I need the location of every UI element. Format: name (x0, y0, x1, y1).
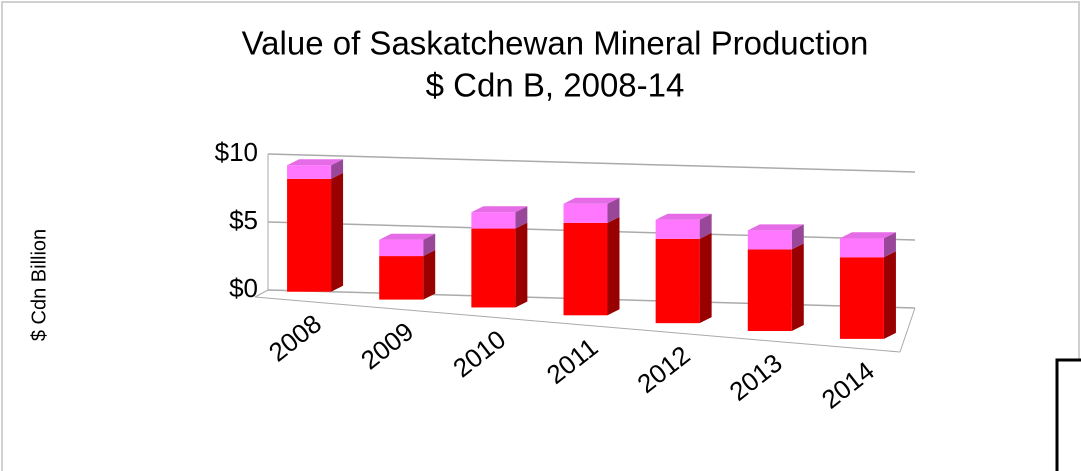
bar-top (379, 233, 436, 240)
bar-side (331, 172, 344, 292)
bar (839, 238, 884, 258)
grid-line (267, 153, 916, 173)
y-axis-label: $ Cdn Billion (28, 229, 50, 341)
bar-top (563, 197, 620, 204)
floor-edge (254, 289, 269, 298)
bar-side (791, 224, 804, 250)
bar-top (655, 213, 712, 220)
bar-top (747, 224, 804, 231)
bar (655, 219, 700, 239)
y-tick-label: $0 (229, 273, 258, 303)
bar-side (331, 159, 344, 179)
bar (747, 230, 792, 250)
bar (287, 165, 332, 179)
bar (747, 249, 792, 332)
bar (471, 212, 516, 229)
floor-edge (254, 296, 901, 353)
bar-side (423, 233, 436, 257)
floor-edge (899, 307, 916, 353)
bar-side (515, 222, 528, 308)
bar-side (883, 232, 896, 258)
bar-side (515, 206, 528, 229)
bar-side (699, 213, 712, 239)
bar-side (699, 232, 712, 324)
chart-subtitle: $ Cdn B, 2008-14 (426, 67, 685, 104)
bar-side (607, 197, 620, 223)
bar (563, 203, 608, 223)
bar-side (607, 216, 620, 316)
bar (563, 222, 608, 316)
bar (839, 257, 884, 339)
bar-top (471, 206, 528, 213)
bar-side (791, 243, 804, 332)
bar-side (423, 250, 436, 300)
bar-top (839, 232, 896, 239)
bar (379, 256, 424, 300)
bar (287, 178, 332, 292)
legend-box (1055, 358, 1081, 471)
chart-title: Value of Saskatchewan Mineral Production (242, 25, 869, 62)
bar (655, 238, 700, 324)
y-tick-label: $5 (229, 205, 258, 235)
bar-side (883, 251, 896, 339)
bar (379, 239, 424, 257)
bar-top (287, 159, 344, 166)
bar (471, 228, 516, 308)
y-tick-label: $10 (215, 137, 258, 167)
